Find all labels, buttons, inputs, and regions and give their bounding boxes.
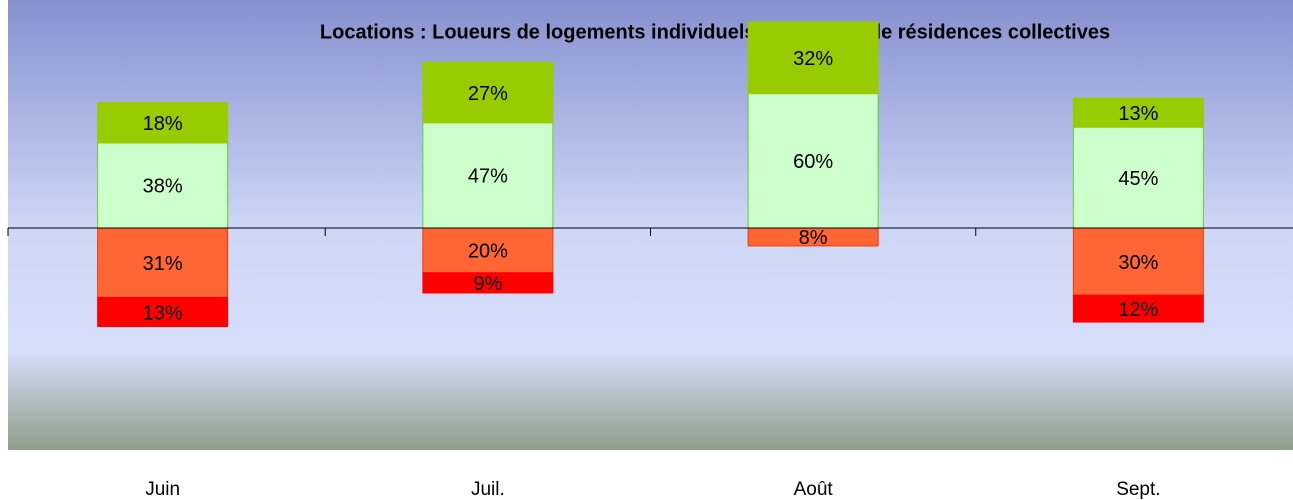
bar-segment [1072, 227, 1204, 296]
bar-segment [97, 296, 229, 328]
data-label: 8% [799, 227, 828, 249]
bar-segment [97, 227, 229, 298]
bar-segment [1072, 126, 1204, 229]
bar-segment [422, 227, 554, 274]
data-label: 31% [143, 253, 183, 275]
bar-segment [422, 272, 554, 294]
data-label: 9% [473, 273, 502, 295]
x-tick-label: Juil. [471, 479, 505, 500]
bar-segment [1072, 294, 1204, 323]
data-label: 13% [1118, 103, 1158, 125]
x-tick-label: Sept. [1116, 479, 1160, 500]
data-label: 30% [1118, 252, 1158, 274]
bar-segment [747, 93, 879, 229]
bar-segment [747, 21, 879, 95]
data-label: 18% [143, 113, 183, 135]
data-label: 27% [468, 83, 508, 105]
bar-segment [97, 142, 229, 229]
data-label: 60% [793, 151, 833, 173]
data-label: 47% [468, 166, 508, 188]
bar-segment [1072, 97, 1204, 128]
chart-title: Locations : Loueurs de logements individ… [320, 21, 1110, 43]
data-label: 12% [1118, 299, 1158, 321]
data-label: 38% [143, 176, 183, 198]
data-label: 13% [143, 302, 183, 324]
x-tick-label: Juin [145, 479, 180, 500]
data-label: 20% [468, 241, 508, 263]
data-label: 32% [793, 48, 833, 70]
data-label: 45% [1118, 168, 1158, 190]
x-tick-label: Août [794, 479, 834, 500]
bar-segment [422, 61, 554, 124]
bar-segment [97, 102, 229, 144]
